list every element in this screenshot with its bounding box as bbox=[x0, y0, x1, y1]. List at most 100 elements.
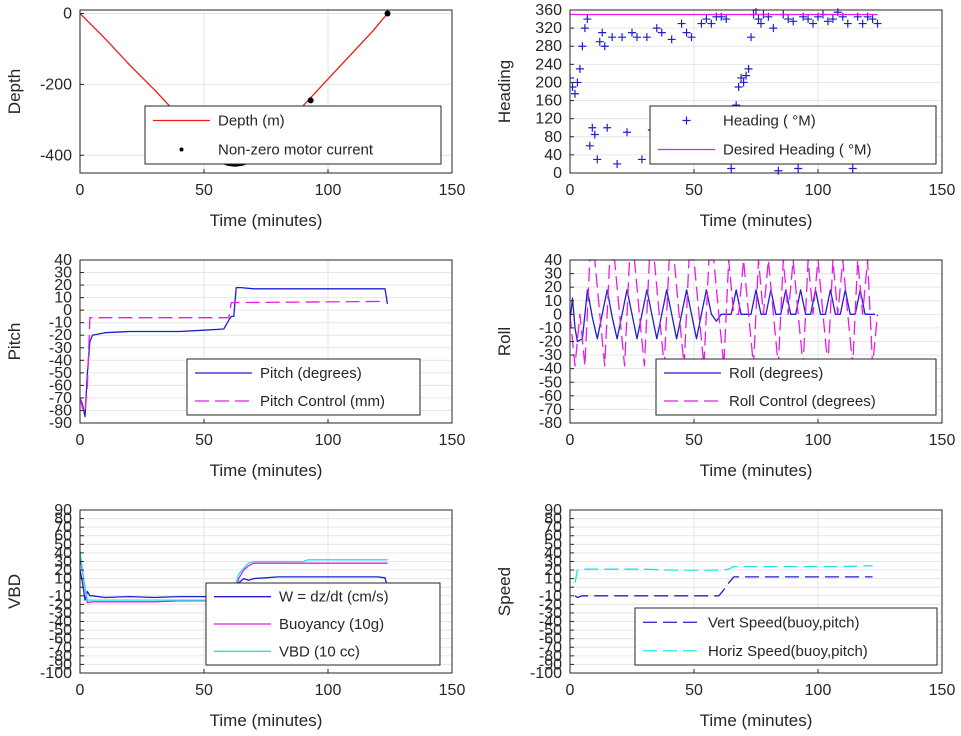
y-tick-label: 40 bbox=[544, 147, 562, 164]
y-tick-label: -200 bbox=[40, 76, 72, 93]
legend-entry: VBD (10 cc) bbox=[279, 643, 360, 660]
x-tick-label: 0 bbox=[76, 682, 85, 699]
y-tick-label: 120 bbox=[535, 111, 562, 128]
y-tick-label: 60 bbox=[544, 528, 562, 545]
y-tick-label: 240 bbox=[535, 56, 562, 73]
y-tick-label: 30 bbox=[54, 553, 72, 570]
legend-entry: Vert Speed(buoy,pitch) bbox=[708, 614, 859, 631]
data-point-plus bbox=[739, 78, 748, 87]
y-tick-label: -30 bbox=[539, 605, 562, 622]
y-tick-label: -40 bbox=[49, 352, 72, 369]
data-point-plus bbox=[598, 28, 607, 37]
y-tick-label: -70 bbox=[49, 639, 72, 656]
data-point-plus bbox=[570, 73, 574, 82]
x-tick-label: 0 bbox=[566, 432, 575, 449]
y-axis-label: Depth bbox=[5, 69, 24, 114]
y-tick-label: -60 bbox=[49, 377, 72, 394]
y-tick-label: 160 bbox=[535, 93, 562, 110]
y-tick-label: -40 bbox=[539, 361, 562, 378]
data-point-plus bbox=[809, 19, 818, 28]
axes-box bbox=[569, 509, 943, 674]
x-axis-label: Time (minutes) bbox=[210, 711, 323, 730]
data-point-plus bbox=[727, 164, 736, 173]
legend: Pitch (degrees) Pitch Control (mm) bbox=[186, 358, 421, 416]
y-tick-label: -30 bbox=[49, 605, 72, 622]
y-tick-label: -90 bbox=[49, 415, 72, 432]
y-tick-label: -80 bbox=[49, 648, 72, 665]
data-point-dot bbox=[307, 97, 314, 104]
y-tick-label: 10 bbox=[544, 571, 562, 588]
data-point-plus bbox=[570, 89, 579, 98]
axes-box bbox=[569, 9, 943, 174]
series-line bbox=[574, 576, 873, 599]
y-tick-label: 40 bbox=[544, 252, 562, 269]
data-point-plus bbox=[828, 15, 837, 24]
data-point-plus bbox=[628, 28, 636, 37]
y-tick-label: 20 bbox=[54, 562, 72, 579]
data-point-dot bbox=[384, 10, 391, 17]
y-tick-label: -30 bbox=[539, 347, 562, 364]
x-tick-label: 50 bbox=[685, 182, 703, 199]
y-axis-label: VBD bbox=[5, 574, 24, 609]
data-point-plus bbox=[697, 19, 706, 28]
legend: Depth (m) Non-zero motor current bbox=[144, 105, 442, 165]
x-tick-label: 0 bbox=[76, 432, 85, 449]
data-point-plus bbox=[742, 71, 751, 80]
y-tick-label: 20 bbox=[544, 279, 562, 296]
data-point-plus bbox=[642, 33, 651, 42]
axes-box bbox=[79, 259, 453, 424]
x-tick-label: 0 bbox=[566, 182, 575, 199]
data-point-plus bbox=[575, 64, 584, 73]
y-tick-label: 50 bbox=[544, 536, 562, 553]
y-tick-label: 0 bbox=[553, 579, 562, 596]
legend: Vert Speed(buoy,pitch) Horiz Speed(buoy,p… bbox=[634, 607, 938, 666]
y-axis-label: Speed bbox=[495, 567, 514, 616]
y-tick-label: -20 bbox=[539, 596, 562, 613]
chart-panel-depth: 0 50 100 150 0 -200 -400 Time (minutes) Depth Dep… bbox=[5, 6, 465, 230]
y-tick-label: 0 bbox=[63, 6, 72, 23]
axes-box bbox=[79, 509, 453, 674]
x-axis-label: Time (minutes) bbox=[210, 211, 323, 230]
y-tick-label: 40 bbox=[54, 545, 72, 562]
x-tick-label: 100 bbox=[315, 432, 342, 449]
series-line bbox=[570, 259, 879, 367]
y-tick-label: -90 bbox=[539, 656, 562, 673]
data-point-plus bbox=[754, 15, 763, 24]
y-tick-label: 70 bbox=[54, 519, 72, 536]
y-tick-label: -90 bbox=[49, 656, 72, 673]
y-tick-label: -10 bbox=[49, 588, 72, 605]
data-point-plus bbox=[585, 141, 594, 150]
data-point-plus bbox=[848, 164, 857, 173]
y-tick-label: -20 bbox=[49, 596, 72, 613]
x-axis-label: Time (minutes) bbox=[700, 211, 813, 230]
data-point-plus bbox=[590, 130, 599, 139]
x-axis-label: Time (minutes) bbox=[210, 461, 323, 480]
chart-panel-pitch: 0 50 100 150403020100-10-20-30-40-50-60-70-… bbox=[5, 252, 465, 480]
y-tick-label: 80 bbox=[544, 129, 562, 146]
x-axis-label: Time (minutes) bbox=[700, 711, 813, 730]
data-point-plus bbox=[747, 33, 756, 42]
y-tick-label: 50 bbox=[54, 536, 72, 553]
y-tick-label: 30 bbox=[544, 553, 562, 570]
y-tick-label: -50 bbox=[539, 622, 562, 639]
legend-entry: Heading ( °M) bbox=[723, 113, 816, 130]
axes-box bbox=[79, 9, 453, 174]
data-point-plus bbox=[600, 42, 609, 51]
y-tick-label: 10 bbox=[54, 290, 72, 307]
data-point-plus bbox=[637, 155, 646, 164]
y-tick-label: 0 bbox=[63, 302, 72, 319]
y-tick-label: -70 bbox=[539, 401, 562, 418]
data-point-plus bbox=[734, 82, 743, 91]
x-tick-label: 50 bbox=[195, 432, 213, 449]
x-tick-label: 100 bbox=[805, 432, 832, 449]
data-point-plus bbox=[588, 123, 597, 132]
y-tick-label: 10 bbox=[54, 571, 72, 588]
x-tick-label: 150 bbox=[929, 182, 956, 199]
y-tick-label: -10 bbox=[539, 588, 562, 605]
data-point-plus bbox=[677, 19, 686, 28]
chart-panel-vbd: 0 50 100 1509080706050403020100-10-20-30-40… bbox=[5, 502, 465, 730]
y-tick-label: -40 bbox=[49, 614, 72, 631]
legend-entry: Buoyancy (10g) bbox=[279, 616, 384, 633]
y-tick-label: -20 bbox=[49, 327, 72, 344]
